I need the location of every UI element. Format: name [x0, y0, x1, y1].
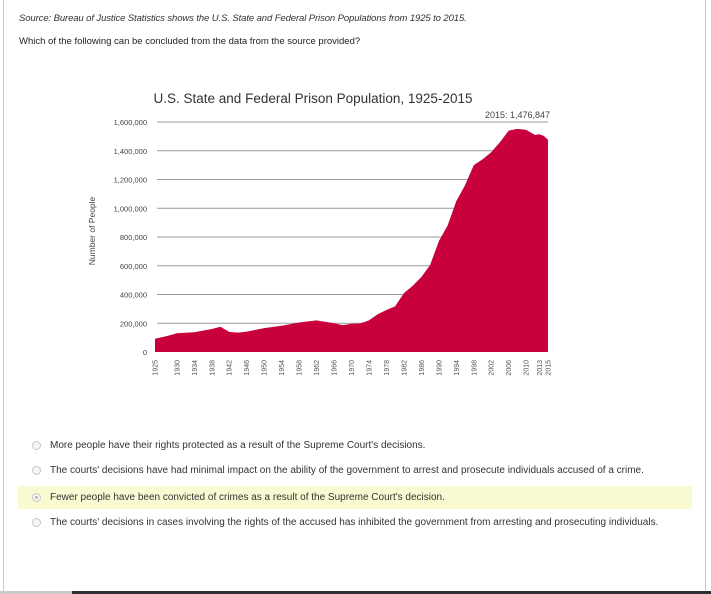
- x-tick-label: 1998: [471, 360, 478, 376]
- gridlines: [157, 121, 548, 324]
- radio-button[interactable]: [32, 493, 41, 502]
- x-tick-label: 1974: [366, 360, 373, 376]
- y-tick-labels: 0 200,000 400,000 600,000 800,000 1,000,000 1,…: [114, 118, 147, 357]
- x-tick-label: 2015: [546, 360, 553, 376]
- x-tick-label: 1994: [454, 360, 461, 376]
- radio-button[interactable]: [32, 518, 41, 527]
- answer-option-label: Fewer people have been convicted of crim…: [50, 492, 445, 503]
- answer-option[interactable]: The courts' decisions have had minimal i…: [18, 459, 692, 482]
- x-tick-label: 1930: [174, 360, 181, 376]
- x-tick-label: 1950: [262, 360, 269, 376]
- chart-title: U.S. State and Federal Prison Population…: [154, 91, 473, 106]
- x-tick-label: 1938: [209, 360, 216, 376]
- radio-button[interactable]: [32, 466, 41, 475]
- y-tick-label: 600,000: [120, 262, 147, 271]
- x-tick-label: 1978: [384, 360, 391, 376]
- x-tick-label: 1925: [153, 360, 160, 376]
- x-tick-label: 1962: [314, 360, 321, 376]
- answer-option-label: The courts' decisions in cases involving…: [50, 517, 659, 528]
- x-tick-label: 2010: [524, 360, 531, 376]
- radio-button[interactable]: [32, 441, 41, 450]
- answer-option[interactable]: Fewer people have been convicted of crim…: [18, 486, 692, 509]
- x-tick-label: 2006: [506, 360, 513, 376]
- x-tick-label: 1982: [401, 360, 408, 376]
- prison-population-chart: U.S. State and Federal Prison Population…: [87, 91, 553, 376]
- y-tick-label: 1,200,000: [114, 176, 147, 185]
- x-tick-label: 2002: [489, 360, 496, 376]
- question-text: Which of the following can be concluded …: [19, 36, 361, 47]
- y-axis-label: Number of People: [87, 196, 97, 265]
- x-tick-label: 1986: [419, 360, 426, 376]
- answer-option[interactable]: The courts' decisions in cases involving…: [18, 511, 692, 534]
- x-tick-label: 1966: [332, 360, 339, 376]
- x-tick-label: 1946: [244, 360, 251, 376]
- y-tick-label: 1,000,000: [114, 204, 147, 213]
- x-tick-label: 1970: [349, 360, 356, 376]
- x-tick-labels: 1925 1930 1934 1938 1942 1946 1950 1954 1958 1962…: [153, 360, 553, 376]
- answer-option-label: The courts' decisions have had minimal i…: [50, 465, 644, 476]
- x-tick-label: 1990: [436, 360, 443, 376]
- y-tick-label: 800,000: [120, 233, 147, 242]
- x-tick-label: 1954: [279, 360, 286, 376]
- x-tick-label: 1934: [192, 360, 199, 376]
- answer-options: More people have their rights protected …: [18, 434, 692, 534]
- source-text: Source: Bureau of Justice Statistics sho…: [19, 13, 467, 24]
- bottom-bar: [72, 591, 711, 594]
- y-tick-label: 400,000: [120, 291, 147, 300]
- area-series-prison-population: [155, 128, 548, 352]
- y-tick-label: 200,000: [120, 319, 147, 328]
- answer-option-label: More people have their rights protected …: [50, 440, 426, 451]
- y-tick-label: 0: [143, 348, 147, 357]
- question-frame: [3, 0, 706, 591]
- y-tick-label: 1,400,000: [114, 147, 147, 156]
- scrollbar-track: [0, 591, 72, 594]
- x-tick-label: 1958: [297, 360, 304, 376]
- x-tick-label: 1942: [227, 360, 234, 376]
- annotation-2015: 2015: 1,476,847: [485, 110, 550, 120]
- answer-option[interactable]: More people have their rights protected …: [18, 434, 692, 457]
- y-tick-label: 1,600,000: [114, 118, 147, 127]
- x-tick-label: 2013: [537, 360, 544, 376]
